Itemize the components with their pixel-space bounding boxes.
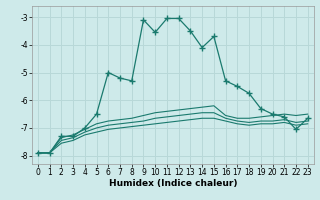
X-axis label: Humidex (Indice chaleur): Humidex (Indice chaleur) [108, 179, 237, 188]
